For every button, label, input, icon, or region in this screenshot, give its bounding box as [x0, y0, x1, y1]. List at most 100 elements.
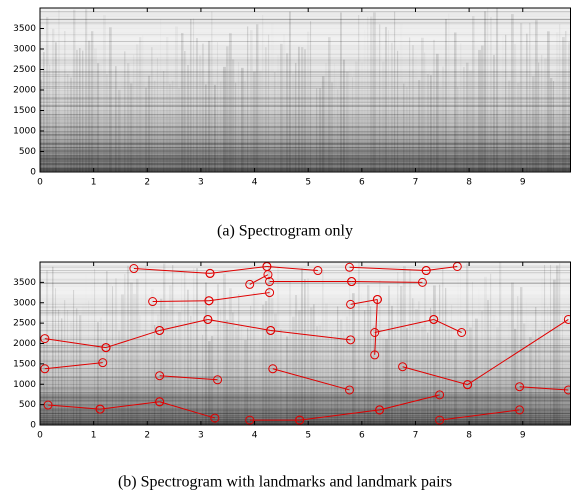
spectrogram-stripe	[451, 305, 452, 468]
spectrogram-band	[40, 167, 571, 172]
spectrogram-stripe	[424, 52, 426, 172]
spectrogram-stripe	[334, 336, 337, 425]
spectrogram-stripe	[496, 8, 499, 172]
spectrogram-harmonic	[40, 170, 571, 172]
spectrogram-stripe	[160, 298, 163, 425]
spectrogram-stripe	[553, 279, 556, 425]
spectrogram-stripe	[535, 306, 537, 425]
spectrogram-harmonic	[40, 53, 571, 55]
x-tick-label: 3	[198, 431, 204, 441]
spectrogram-harmonic	[40, 18, 571, 20]
spectrogram-harmonic	[40, 422, 571, 424]
spectrogram-harmonic	[40, 397, 571, 399]
landmark	[435, 390, 445, 400]
spectrogram-stripe	[91, 31, 94, 172]
landmark-pair	[209, 265, 267, 274]
spectrogram-harmonic	[40, 272, 571, 274]
spectrogram-harmonic	[40, 150, 571, 152]
spectrogram-stripe	[268, 266, 271, 425]
spectrogram-stripe	[82, 50, 84, 172]
spectrogram-stripe	[232, 312, 234, 425]
spectrogram-band	[40, 400, 571, 406]
spectrogram-harmonic	[40, 156, 571, 158]
spectrogram-band	[40, 61, 571, 66]
spectrogram-stripe	[286, 336, 289, 425]
spectrogram-stripe	[124, 273, 126, 425]
spectrogram-stripe	[442, 66, 445, 172]
spectrogram-harmonic	[40, 161, 571, 163]
spectrogram-stripe	[343, 59, 345, 172]
spectrogram-stripe	[409, 268, 412, 425]
spectrogram-harmonic	[40, 83, 571, 85]
spectrogram-stripe	[148, 75, 151, 172]
spectrogram-harmonic	[40, 306, 571, 308]
landmark	[203, 314, 213, 324]
spectrogram-stripe	[562, 37, 565, 172]
spectrogram-band	[40, 98, 571, 103]
spectrogram-harmonic	[40, 126, 571, 128]
spectrogram-stripe	[52, 266, 54, 425]
spectrogram-stripe	[343, 331, 345, 425]
spectrogram-stripe	[475, 318, 478, 425]
spectrogram-stripe	[388, 30, 390, 172]
spectrogram-band	[40, 147, 571, 152]
spectrogram-band	[40, 351, 571, 357]
spectrogram-stripe	[118, 330, 121, 425]
spectrogram-stripe	[97, 63, 100, 172]
spectrogram-stripe	[553, 81, 555, 172]
spectrogram-stripe	[544, 264, 546, 425]
spectrogram-stripe	[196, 37, 198, 172]
spectrogram-stripe	[517, 82, 520, 172]
spectrogram-harmonic	[40, 149, 571, 151]
spectrogram-harmonic	[40, 134, 571, 136]
landmark	[345, 262, 355, 272]
spectrogram-stripe	[181, 33, 184, 172]
spectrogram-stripe	[301, 268, 303, 425]
spectrogram-stripe	[358, 262, 360, 425]
y-tick-label: 3500	[13, 24, 36, 34]
spectrogram-stripe	[259, 341, 260, 492]
spectrogram-stripe	[163, 71, 165, 172]
spectrogram-harmonic	[40, 116, 571, 118]
spectrogram-stripe	[229, 33, 232, 172]
spectrogram-stripe	[460, 269, 461, 432]
spectrogram-stripe	[337, 89, 339, 172]
spectrogram-band	[40, 94, 571, 99]
spectrogram-stripe	[202, 334, 204, 425]
spectrogram-stripe	[88, 40, 91, 172]
landmark-pair	[249, 274, 269, 285]
spectrogram-stripe	[70, 77, 73, 172]
landmark	[398, 362, 408, 372]
spectrogram-stripe	[436, 317, 439, 425]
spectrogram-harmonic	[40, 423, 571, 425]
landmark-pair	[270, 329, 351, 341]
spectrogram-stripe	[313, 35, 315, 199]
x-tick-label: 1	[91, 431, 97, 441]
spectrogram-stripe	[445, 18, 447, 172]
x-tick-label: 9	[520, 178, 526, 188]
landmark	[148, 297, 158, 307]
spectrogram-stripe	[208, 341, 211, 425]
landmark-pair	[349, 266, 427, 272]
x-tick-label: 0	[37, 431, 43, 441]
spectrogram-band	[40, 135, 571, 140]
spectrogram-harmonic	[40, 142, 571, 144]
spectrogram-harmonic	[40, 125, 571, 127]
spectrogram-stripe	[238, 61, 240, 172]
spectrogram-stripe	[559, 263, 561, 425]
spectrogram-stripe	[121, 33, 124, 197]
spectrogram-stripe	[208, 40, 211, 172]
spectrogram-harmonic	[40, 410, 571, 412]
spectrogram-band	[40, 323, 571, 328]
spectrogram-stripe	[430, 75, 432, 172]
spectrogram-stripe	[316, 326, 319, 425]
y-tick-label: 2000	[13, 339, 36, 349]
spectrogram-harmonic	[40, 325, 571, 327]
landmark	[375, 405, 385, 415]
landmark	[43, 400, 53, 410]
spectrogram-stripe	[55, 288, 57, 425]
spectrogram-stripe	[532, 76, 535, 172]
spectrogram-stripe	[253, 292, 256, 425]
spectrogram-stripe	[121, 294, 124, 425]
spectrogram-stripe	[193, 268, 194, 431]
